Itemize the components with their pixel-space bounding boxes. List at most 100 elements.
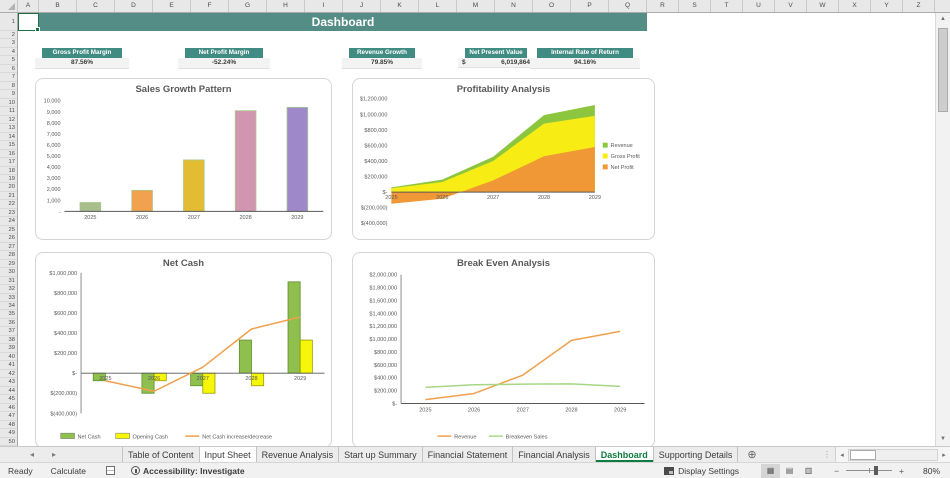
- column-header-J[interactable]: J: [343, 0, 381, 12]
- row-header-22[interactable]: 22: [0, 200, 17, 209]
- scroll-left-icon[interactable]: ◂: [840, 451, 844, 459]
- scroll-right-icon[interactable]: ▸: [942, 451, 946, 459]
- column-header-X[interactable]: X: [839, 0, 871, 12]
- row-header-37[interactable]: 37: [0, 327, 17, 336]
- row-header-46[interactable]: 46: [0, 404, 17, 413]
- column-header-Y[interactable]: Y: [871, 0, 903, 12]
- row-header-44[interactable]: 44: [0, 387, 17, 396]
- row-header-49[interactable]: 49: [0, 429, 17, 438]
- row-header-14[interactable]: 14: [0, 133, 17, 142]
- selected-cell-a1[interactable]: [18, 13, 40, 32]
- chart-card-break-even[interactable]: Break Even Analysis $2,000,000 $1,800,000…: [352, 252, 655, 448]
- column-header-H[interactable]: H: [267, 0, 305, 12]
- row-header-43[interactable]: 43: [0, 378, 17, 387]
- row-header-38[interactable]: 38: [0, 336, 17, 345]
- new-sheet-button[interactable]: ⊕: [747, 449, 757, 461]
- column-header-Z[interactable]: Z: [903, 0, 935, 12]
- column-header-Q[interactable]: Q: [609, 0, 647, 12]
- row-header-36[interactable]: 36: [0, 319, 17, 328]
- row-header-50[interactable]: 50: [0, 438, 17, 446]
- column-header-M[interactable]: M: [457, 0, 495, 12]
- row-header-42[interactable]: 42: [0, 370, 17, 379]
- row-header-17[interactable]: 17: [0, 158, 17, 167]
- column-header-D[interactable]: D: [115, 0, 153, 12]
- status-calculate[interactable]: Calculate: [50, 465, 87, 476]
- page-break-view-icon[interactable]: ▥: [804, 466, 813, 475]
- kpi-card-internal-rate-of-return[interactable]: Internal Rate of Return 94.16%: [530, 48, 640, 69]
- tab-nav-left-icon[interactable]: ◂: [30, 450, 35, 459]
- kpi-card-revenue-growth[interactable]: Revenue Growth 79.85%: [342, 48, 422, 69]
- column-header-I[interactable]: I: [305, 0, 343, 12]
- row-header-24[interactable]: 24: [0, 217, 17, 226]
- sheet-tab-financial-statement[interactable]: Financial Statement: [423, 447, 514, 462]
- row-header-35[interactable]: 35: [0, 310, 17, 319]
- row-header-19[interactable]: 19: [0, 175, 17, 184]
- row-header-45[interactable]: 45: [0, 395, 17, 404]
- chart-card-profitability[interactable]: Profitability Analysis $1,200,000 $1,000,…: [352, 78, 655, 240]
- zoom-slider[interactable]: [846, 466, 893, 475]
- scroll-down-icon[interactable]: ▼: [940, 436, 946, 442]
- row-header-33[interactable]: 33: [0, 294, 17, 302]
- row-header-4[interactable]: 4: [0, 48, 17, 57]
- sheet-tab-revenue-analysis[interactable]: Revenue Analysis: [257, 447, 340, 462]
- chart-card-sales-growth[interactable]: Sales Growth Pattern 10,000 9,000 8,000 7,0…: [35, 78, 332, 240]
- row-header-41[interactable]: 41: [0, 361, 17, 370]
- column-header-W[interactable]: W: [807, 0, 839, 12]
- status-accessibility[interactable]: Accessibility: Investigate: [143, 465, 245, 476]
- row-header-12[interactable]: 12: [0, 116, 17, 125]
- row-header-39[interactable]: 39: [0, 344, 17, 353]
- row-header-3[interactable]: 3: [0, 39, 17, 48]
- horizontal-scroll-track[interactable]: [848, 448, 938, 461]
- zoom-out-icon[interactable]: −: [834, 465, 840, 476]
- row-header-9[interactable]: 9: [0, 90, 17, 99]
- selection-fill-handle[interactable]: [35, 27, 40, 32]
- sheet-tab-start-up-summary[interactable]: Start up Summary: [339, 447, 423, 462]
- dashboard-title-banner[interactable]: Dashboard: [39, 13, 647, 31]
- sheet-tab-table-of-content[interactable]: Table of Content: [122, 447, 200, 462]
- column-header-R[interactable]: R: [647, 0, 679, 12]
- row-header-20[interactable]: 20: [0, 183, 17, 192]
- select-all-corner[interactable]: [0, 0, 18, 12]
- sheet-tab-input-sheet[interactable]: Input Sheet: [199, 447, 257, 462]
- column-header-L[interactable]: L: [419, 0, 457, 12]
- row-header-21[interactable]: 21: [0, 192, 17, 201]
- sheet-tab-supporting-details[interactable]: Supporting Details: [654, 447, 739, 462]
- vertical-scroll-thumb[interactable]: [938, 28, 948, 112]
- row-header-32[interactable]: 32: [0, 285, 17, 294]
- row-header-11[interactable]: 11: [0, 107, 17, 116]
- row-header-13[interactable]: 13: [0, 124, 17, 133]
- column-header-K[interactable]: K: [381, 0, 419, 12]
- row-header-48[interactable]: 48: [0, 421, 17, 430]
- column-header-N[interactable]: N: [495, 0, 533, 12]
- row-header-47[interactable]: 47: [0, 412, 17, 421]
- tab-nav-right-icon[interactable]: ▸: [52, 450, 57, 459]
- chart-card-net-cash[interactable]: Net Cash $1,000,000 $800,000 $600,000 $400,…: [35, 252, 332, 448]
- kpi-card-net-present-value[interactable]: Net Present Value $6,019,864: [458, 48, 534, 68]
- scroll-up-icon[interactable]: ▲: [940, 16, 946, 22]
- row-header-27[interactable]: 27: [0, 243, 17, 252]
- row-header-15[interactable]: 15: [0, 141, 17, 150]
- row-header-23[interactable]: 23: [0, 209, 17, 218]
- macro-record-icon[interactable]: [106, 466, 116, 475]
- normal-view-icon[interactable]: ▦: [761, 463, 781, 478]
- row-header-7[interactable]: 7: [0, 73, 17, 82]
- row-header-16[interactable]: 16: [0, 150, 17, 159]
- row-header-28[interactable]: 28: [0, 251, 17, 260]
- row-header-30[interactable]: 30: [0, 268, 17, 277]
- column-header-B[interactable]: B: [39, 0, 77, 12]
- row-header-1[interactable]: 1: [0, 13, 17, 31]
- zoom-slider-thumb[interactable]: [873, 466, 878, 475]
- row-header-18[interactable]: 18: [0, 167, 17, 175]
- display-settings-label[interactable]: Display Settings: [678, 465, 740, 476]
- tab-bar-divider-icon[interactable]: ⋮: [823, 450, 831, 459]
- column-header-E[interactable]: E: [153, 0, 191, 12]
- page-layout-view-icon[interactable]: ▤: [785, 466, 794, 475]
- row-header-10[interactable]: 10: [0, 99, 17, 108]
- horizontal-scrollbar[interactable]: ◂ ▸: [835, 447, 950, 462]
- row-header-25[interactable]: 25: [0, 226, 17, 235]
- horizontal-scroll-thumb[interactable]: [850, 449, 876, 460]
- kpi-card-net-profit-margin[interactable]: Net Profit Margin -52.24%: [178, 48, 270, 69]
- column-header-U[interactable]: U: [743, 0, 775, 12]
- row-header-8[interactable]: 8: [0, 82, 17, 91]
- row-header-6[interactable]: 6: [0, 65, 17, 74]
